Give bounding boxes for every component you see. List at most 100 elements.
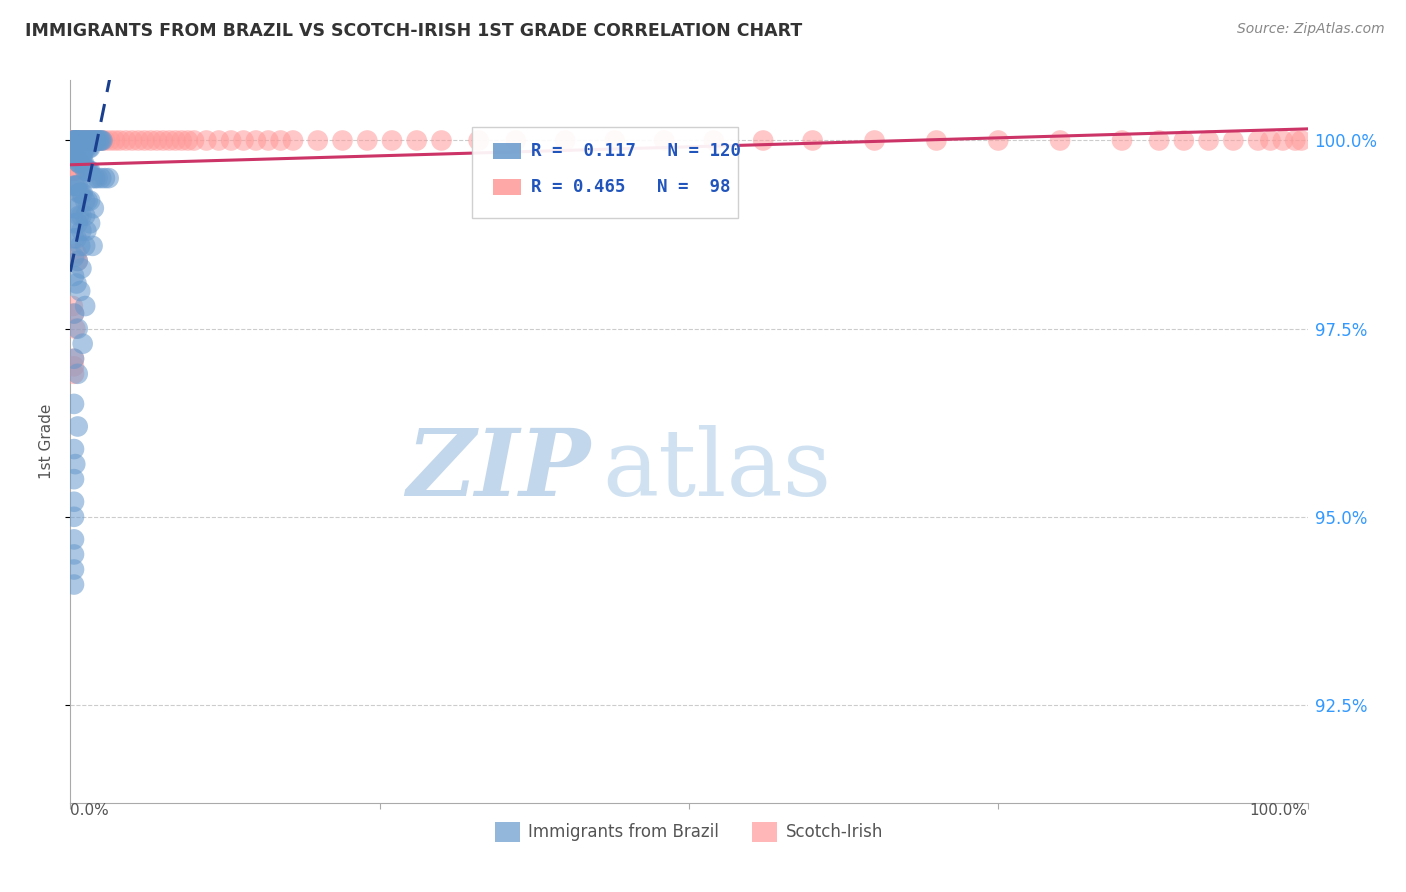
Point [94, 171, 117, 186]
Point [1271, 134, 1294, 148]
Point [70, 148, 93, 162]
Point [84, 171, 107, 186]
Point [63, 351, 86, 366]
Point [195, 134, 218, 148]
Point [177, 134, 200, 148]
Point [82, 134, 104, 148]
Text: Source: ZipAtlas.com: Source: ZipAtlas.com [1237, 22, 1385, 37]
Point [69, 156, 91, 170]
Point [381, 134, 404, 148]
Point [63, 250, 86, 264]
Point [62, 299, 84, 313]
Point [208, 134, 231, 148]
Point [63, 472, 86, 486]
Point [66, 254, 89, 268]
Point [67, 134, 90, 148]
Point [90, 134, 112, 148]
Point [75, 141, 97, 155]
Point [63, 351, 86, 366]
Point [75, 134, 97, 148]
Point [67, 209, 90, 223]
Point [98, 134, 121, 148]
Point [65, 134, 87, 148]
Point [73, 134, 96, 148]
Point [65, 178, 87, 193]
Point [91, 134, 114, 148]
Point [72, 141, 94, 155]
Point [65, 134, 87, 148]
Point [77, 134, 100, 148]
Point [66, 134, 89, 148]
Point [66, 134, 89, 148]
Point [83, 134, 105, 148]
Point [67, 156, 90, 170]
Point [70, 141, 93, 155]
Point [307, 134, 329, 148]
Point [63, 495, 86, 509]
Point [89, 134, 111, 148]
Point [79, 194, 101, 208]
Point [84, 134, 107, 148]
Point [63, 134, 86, 148]
Point [77, 163, 100, 178]
Point [63, 367, 86, 381]
Point [104, 134, 127, 148]
Text: 0.0%: 0.0% [70, 803, 110, 818]
Point [94, 134, 117, 148]
Point [63, 134, 86, 148]
Point [72, 186, 94, 201]
Point [69, 134, 91, 148]
Point [67, 156, 90, 170]
Point [75, 224, 97, 238]
Point [69, 186, 91, 201]
Point [69, 156, 91, 170]
Point [505, 134, 527, 148]
Point [70, 209, 93, 223]
Point [76, 134, 98, 148]
Point [69, 148, 91, 162]
Point [66, 134, 89, 148]
Point [75, 134, 97, 148]
Point [79, 134, 101, 148]
Point [121, 134, 143, 148]
Point [76, 134, 98, 148]
Point [60, 134, 83, 148]
Point [63, 163, 86, 178]
Point [108, 134, 131, 148]
Point [75, 194, 97, 208]
Point [75, 163, 97, 178]
Point [63, 148, 86, 162]
Point [65, 134, 87, 148]
Text: atlas: atlas [602, 425, 831, 516]
Point [65, 457, 87, 471]
Point [65, 148, 87, 162]
Point [1284, 134, 1306, 148]
Point [76, 194, 98, 208]
Point [65, 134, 87, 148]
Point [62, 163, 84, 178]
Point [90, 171, 112, 186]
Point [139, 134, 162, 148]
Point [70, 261, 93, 276]
Point [281, 134, 304, 148]
Point [79, 163, 101, 178]
Point [1291, 134, 1313, 148]
FancyBboxPatch shape [472, 128, 738, 218]
Point [63, 141, 86, 155]
Point [63, 134, 86, 148]
Point [652, 134, 675, 148]
Point [83, 201, 105, 215]
Point [115, 134, 138, 148]
Point [73, 141, 96, 155]
Point [82, 171, 104, 186]
Point [257, 134, 280, 148]
Point [65, 148, 87, 162]
Point [65, 246, 87, 260]
Point [63, 509, 86, 524]
Point [66, 156, 89, 170]
Point [72, 336, 94, 351]
Point [84, 134, 107, 148]
Point [66, 419, 89, 434]
Point [69, 284, 91, 298]
Point [1111, 134, 1133, 148]
